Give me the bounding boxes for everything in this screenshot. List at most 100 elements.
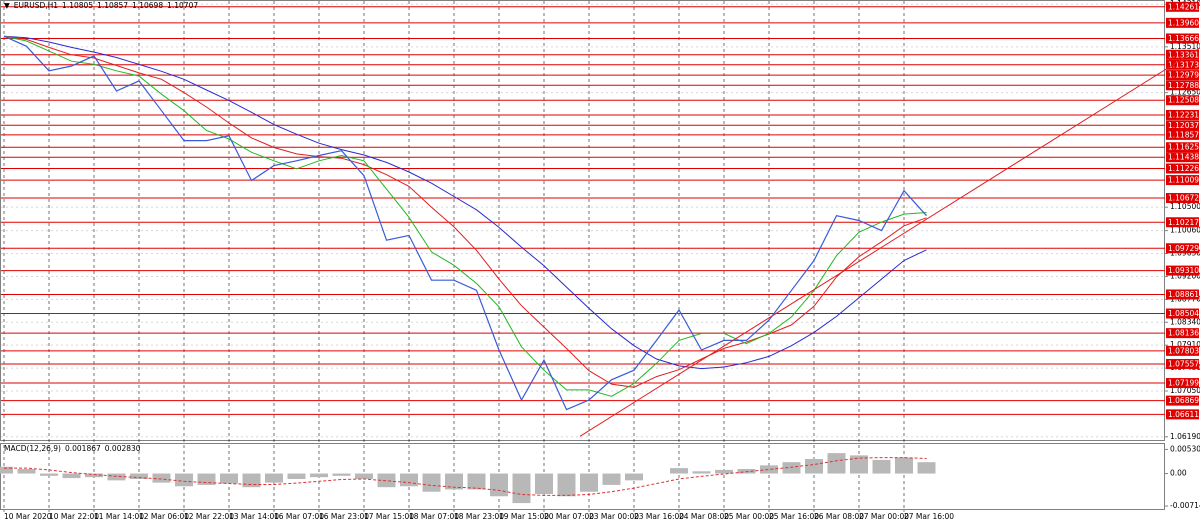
histogram-bar [670,468,688,474]
x-tick-label: 10 Mar 22:00 [49,512,99,521]
close: 1.10707 [167,1,199,10]
x-tick-label: 18 Mar 23:00 [454,512,504,521]
histogram-bar [62,473,81,479]
histogram-bar [805,459,823,474]
moving-average [3,35,927,388]
level-tag [1166,152,1199,163]
y-tick-label: 1.08340 [1170,317,1200,326]
level-tag [1166,142,1199,153]
level-tag [1166,129,1199,140]
histogram-bar [917,462,936,474]
x-tick-label: 13 Mar 14:00 [229,512,279,521]
moving-average [3,35,927,370]
histogram-bar [467,473,486,490]
level-label: 1.13666 [1168,34,1199,43]
level-label: 1.10217 [1168,218,1199,227]
y-tick-label: 1.10060 [1170,226,1200,235]
histogram-bar [152,473,171,483]
level-tag [1166,409,1199,420]
histogram-bar [85,473,103,478]
y-tick-label: 1.12650 [1170,88,1200,97]
level-tag [1166,308,1199,319]
level-label: 1.12979 [1168,71,1199,80]
level-tag [1166,358,1199,369]
level-tag [1166,80,1199,91]
high: 1.10857 [97,1,129,10]
level-tag [1166,120,1199,131]
level-label: 1.07199 [1168,379,1199,388]
x-tick-label: 16 Mar 07:00 [274,512,324,521]
signal-reading: 0.002830 [104,444,141,453]
histogram-bar [377,473,396,488]
x-tick-label: 26 Mar 08:00 [814,512,864,521]
y-tick-label: 1.07050 [1170,386,1200,395]
histogram-bar [580,473,598,492]
level-label: 1.13361 [1168,50,1199,59]
x-tick-label: 19 Mar 15:00 [499,512,549,521]
main-frame [0,0,1165,441]
histogram-bar [310,473,328,478]
histogram-bar [445,473,463,490]
histogram-bar [332,473,351,476]
y-tick-label: -0.007148 [1170,501,1200,510]
level-tag [1166,328,1199,339]
y-tick-label: 1.09200 [1170,271,1200,280]
x-tick-label: 12 Mar 22:00 [184,512,234,521]
level-tag [1166,243,1199,254]
x-tick-label: 10 Mar 2020 [4,512,52,521]
symbol: EURUSD,H1 [13,1,59,10]
level-label: 1.14261 [1168,2,1199,11]
level-tag [1166,289,1199,300]
histogram-bar [107,473,126,481]
histogram-bar [17,469,36,474]
histogram-bar [602,473,621,485]
x-tick-label: 23 Mar 00:00 [589,512,639,521]
histogram-bar [557,473,576,497]
x-tick-label: 12 Mar 06:00 [139,512,189,521]
x-tick-label: 17 Mar 15:00 [364,512,414,521]
level-label: 1.11438 [1168,153,1199,162]
level-tag [1166,175,1199,186]
histogram-bar [130,473,148,479]
level-label: 1.06869 [1168,396,1199,405]
histogram-bar [220,473,238,484]
histogram-bar [490,473,508,497]
level-label: 1.11226 [1168,164,1199,173]
level-tag [1166,17,1199,28]
level-label: 1.12231 [1168,110,1199,119]
histogram-bar [625,473,643,481]
x-tick-label: 23 Mar 16:00 [634,512,684,521]
histogram-bar [355,473,373,479]
x-tick-label: 20 Mar 07:00 [544,512,594,521]
level-label: 1.11857 [1168,130,1199,139]
level-label: 1.09729 [1168,244,1199,253]
x-tick-label: 25 Mar 16:00 [769,512,819,521]
histogram-bar [40,473,58,476]
level-label: 1.08504 [1168,309,1199,318]
x-tick-label: 27 Mar 16:00 [904,512,954,521]
histogram-bar [782,462,801,474]
histogram-bar [760,465,778,474]
histogram-bar [512,473,531,504]
level-tag [1166,33,1199,44]
open: 1.10805 [62,1,94,10]
level-tag [1166,95,1199,106]
histogram-bar [535,473,553,494]
histogram-bar [715,469,733,474]
x-tick-label: 18 Mar 07:00 [409,512,459,521]
x-tick-label: 16 Mar 23:00 [319,512,369,521]
indicator: MACD(12,26,9) [4,444,61,453]
x-tick-label: 11 Mar 14:00 [94,512,144,521]
level-label: 1.07803 [1168,346,1199,355]
histogram-bar [827,453,846,474]
histogram-bar [175,473,193,487]
level-label: 1.13173 [1168,60,1199,69]
histogram-bar [692,471,711,474]
histogram-bar [400,473,418,487]
level-label: 1.08136 [1168,329,1199,338]
histogram-bar [872,459,891,474]
moving-average [3,35,927,397]
y-tick-label: 1.06190 [1170,432,1200,441]
y-tick-label: 1.13510 [1170,42,1200,51]
